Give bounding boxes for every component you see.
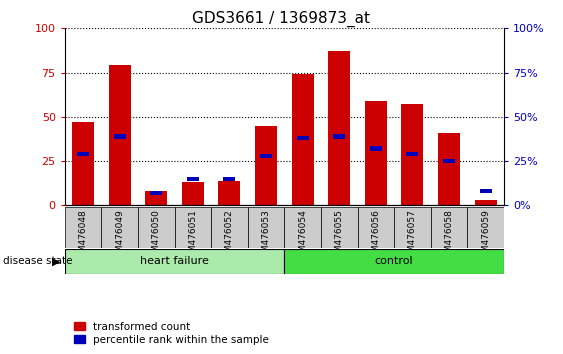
Bar <box>284 207 321 248</box>
Bar <box>480 189 491 193</box>
Text: GSM476051: GSM476051 <box>189 209 197 264</box>
Bar <box>475 200 497 205</box>
Bar <box>394 207 431 248</box>
Bar <box>114 134 126 138</box>
Text: disease state: disease state <box>3 256 72 266</box>
Bar <box>370 147 382 151</box>
Bar <box>211 207 248 248</box>
Legend: transformed count, percentile rank within the sample: transformed count, percentile rank withi… <box>70 317 273 349</box>
Bar <box>109 65 131 205</box>
Text: GSM476052: GSM476052 <box>225 209 234 264</box>
Bar <box>260 154 272 158</box>
Bar <box>65 249 284 274</box>
Bar <box>248 207 284 248</box>
Bar <box>101 207 138 248</box>
Text: heart failure: heart failure <box>140 256 209 266</box>
Text: control: control <box>375 256 413 266</box>
Bar <box>467 207 504 248</box>
Bar <box>187 177 199 181</box>
Bar <box>255 126 277 205</box>
Text: GSM476059: GSM476059 <box>481 209 490 264</box>
Bar <box>365 101 387 205</box>
Bar <box>438 133 460 205</box>
Bar <box>65 207 101 248</box>
Bar <box>138 207 175 248</box>
Bar <box>333 134 345 138</box>
Text: GSM476049: GSM476049 <box>115 209 124 264</box>
Bar <box>431 207 467 248</box>
Text: GSM476056: GSM476056 <box>372 209 380 264</box>
Bar <box>218 181 240 205</box>
Text: GDS3661 / 1369873_at: GDS3661 / 1369873_at <box>193 11 370 27</box>
Bar <box>443 159 455 163</box>
Text: GSM476050: GSM476050 <box>152 209 160 264</box>
Bar <box>321 207 358 248</box>
Text: GSM476055: GSM476055 <box>335 209 343 264</box>
Bar <box>182 182 204 205</box>
Text: GSM476054: GSM476054 <box>298 209 307 264</box>
Text: GSM476048: GSM476048 <box>79 209 87 264</box>
Text: GSM476058: GSM476058 <box>445 209 453 264</box>
Bar <box>328 51 350 205</box>
Text: ▶: ▶ <box>52 256 61 266</box>
Bar <box>358 207 394 248</box>
Bar <box>77 152 89 156</box>
Bar <box>224 177 235 181</box>
Bar <box>401 104 423 205</box>
Text: GSM476053: GSM476053 <box>262 209 270 264</box>
Bar <box>292 74 314 205</box>
Bar <box>150 191 162 195</box>
Bar <box>406 152 418 156</box>
Bar <box>297 136 309 140</box>
Text: GSM476057: GSM476057 <box>408 209 417 264</box>
Bar <box>284 249 504 274</box>
Bar <box>72 122 94 205</box>
Bar <box>145 191 167 205</box>
Bar <box>175 207 211 248</box>
